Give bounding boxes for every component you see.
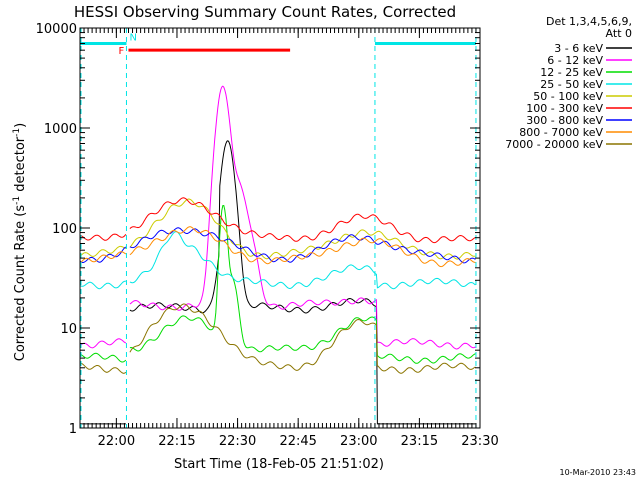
x-axis-ticks: 22:00 22:15 22:30 22:45 23:00 23:15 23:30 bbox=[83, 28, 499, 449]
x-tick-label: 22:15 bbox=[158, 434, 195, 449]
x-axis-label: Start Time (18-Feb-05 21:51:02) bbox=[174, 457, 384, 472]
y-tick-label: 1000 bbox=[44, 122, 77, 137]
series-line bbox=[129, 140, 476, 425]
legend-header-line2: Att 0 bbox=[606, 27, 632, 40]
series-line bbox=[80, 338, 127, 349]
legend-label: 800 - 7000 keV bbox=[519, 126, 603, 139]
plot-frame bbox=[79, 27, 481, 429]
series-line bbox=[80, 280, 126, 290]
legend-label: 3 - 6 keV bbox=[554, 42, 603, 55]
series-line bbox=[80, 245, 127, 257]
y-tick-label: 1 bbox=[69, 422, 77, 437]
x-tick-label: 22:00 bbox=[98, 434, 135, 449]
flag-label: F bbox=[118, 46, 124, 57]
series-line bbox=[80, 233, 127, 241]
legend-label: 300 - 800 keV bbox=[526, 114, 603, 127]
x-tick-label: 23:30 bbox=[461, 434, 498, 449]
flag-layer: FN bbox=[80, 28, 477, 428]
series-line bbox=[129, 85, 476, 350]
x-tick-label: 22:30 bbox=[219, 434, 256, 449]
series-line bbox=[129, 303, 476, 374]
legend-label: 100 - 300 keV bbox=[526, 102, 603, 115]
x-tick-label: 23:00 bbox=[340, 434, 377, 449]
x-tick-label: 23:15 bbox=[401, 434, 438, 449]
legend-label: 25 - 50 keV bbox=[540, 78, 603, 91]
y-axis-label: Corrected Count Rate (s-1 detector-1) bbox=[12, 123, 28, 361]
series-line bbox=[129, 231, 476, 290]
series-line bbox=[80, 251, 127, 264]
legend-label: 50 - 100 keV bbox=[533, 90, 603, 103]
timestamp: 10-Mar-2010 23:43 bbox=[560, 468, 637, 477]
chart-title: HESSI Observing Summary Count Rates, Cor… bbox=[74, 3, 456, 21]
series-line bbox=[129, 198, 476, 260]
series-line bbox=[129, 197, 476, 244]
y-axis-ticks: 1 10 100 1000 10000 bbox=[36, 22, 480, 437]
legend-label: 7000 - 20000 keV bbox=[505, 138, 603, 151]
y-tick-label: 10 bbox=[60, 322, 77, 337]
flag-label: N bbox=[129, 32, 136, 43]
plot-area bbox=[80, 85, 476, 425]
legend-label: 12 - 25 keV bbox=[540, 66, 603, 79]
y-tick-label: 100 bbox=[52, 222, 77, 237]
x-tick-label: 22:45 bbox=[279, 434, 316, 449]
series-line bbox=[129, 226, 476, 268]
legend-header-line1: Det 1,3,4,5,6,9, bbox=[546, 15, 632, 28]
series-line bbox=[129, 227, 476, 264]
legend-label: 6 - 12 keV bbox=[547, 54, 603, 67]
series-line bbox=[80, 352, 127, 363]
y-tick-label: 10000 bbox=[36, 22, 77, 37]
series-line bbox=[80, 362, 127, 374]
series-line bbox=[129, 204, 476, 364]
